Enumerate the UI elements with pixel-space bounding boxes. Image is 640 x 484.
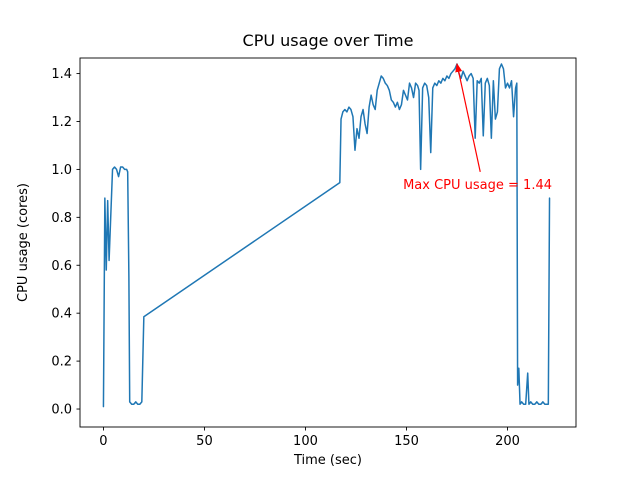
x-axis-label: Time (sec) [293,453,362,468]
y-tick-label: 1.0 [51,163,72,178]
y-tick-label: 0.4 [51,307,72,322]
x-tick-label: 50 [196,434,213,449]
plot-area: 0 50 100 150 200 0.0 0.2 0.4 0.6 0.8 1.0 1.2 1.4 [51,57,577,449]
cpu-usage-line [102,63,551,408]
x-tick-label: 0 [99,434,107,449]
y-tick-label: 1.4 [51,67,72,82]
chart-title: CPU usage over Time [243,31,414,50]
y-tick-label: 0.6 [51,259,72,274]
y-tick-label: 0.0 [51,403,72,418]
max-annotation-text: Max CPU usage = 1.44 [403,178,552,193]
x-tick-label: 100 [293,434,318,449]
max-annotation-arrow [455,63,481,172]
y-tick-label: 0.8 [51,211,72,226]
x-tick-label: 150 [394,434,419,449]
x-tick-label: 200 [495,434,520,449]
y-axis-label: CPU usage (cores) [16,183,31,302]
y-tick-label: 1.2 [51,115,72,130]
y-tick-label: 0.2 [51,355,72,370]
plot-frame [79,57,577,428]
